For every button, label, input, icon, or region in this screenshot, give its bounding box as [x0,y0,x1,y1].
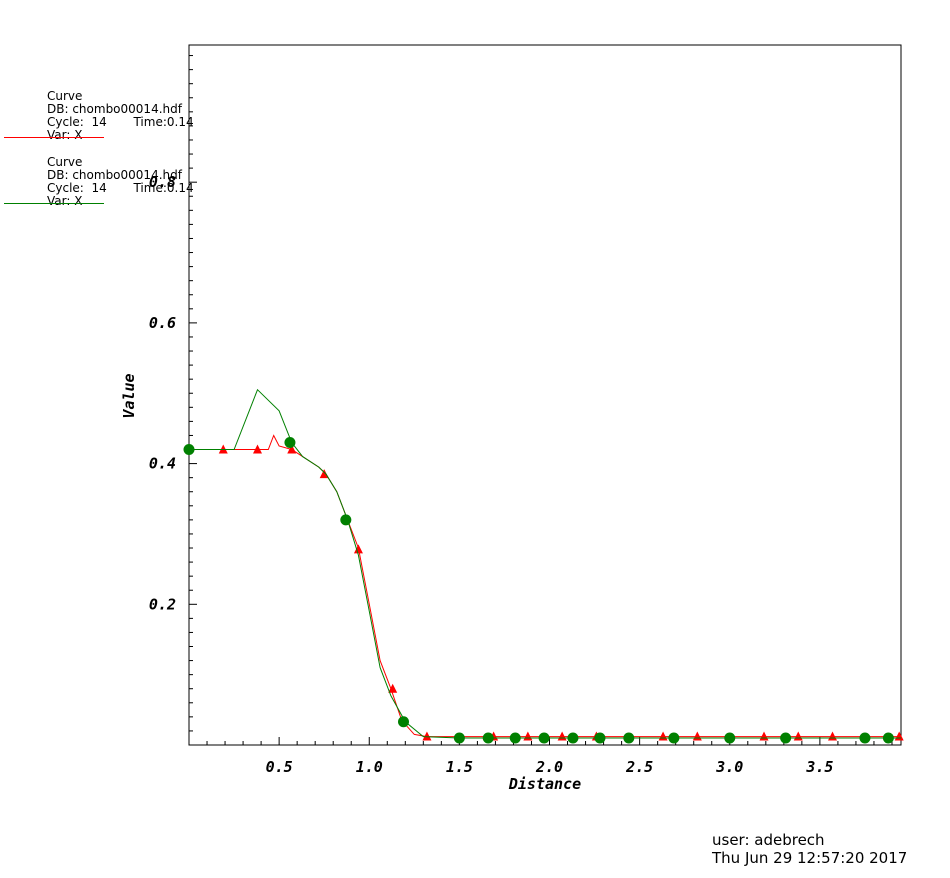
series-1-marker [658,731,668,741]
x-tick-label: 3.5 [805,758,833,776]
axis-ticks: 0.5 1.0 1.5 2.0 2.5 3.0 3.5 0.2 0.4 0.6 0.8 [149,55,893,776]
legend-db: DB: chombo00014.hdf [47,102,182,116]
series-1-marker [319,469,329,479]
x-axis-title: Distance [508,775,581,793]
series-2-marker [509,732,521,744]
legend-cycle-time: Cycle: 14 Time:0.14 [47,182,194,195]
series-2-marker [859,732,871,744]
series-2-marker [724,732,736,744]
series-1-marker [252,444,262,454]
legend-time: Time:0.14 [133,115,194,129]
series-layer [183,388,904,744]
legend-swatch-red [4,137,104,138]
y-tick-label: 0.6 [149,314,176,332]
series-line-2 [189,388,901,739]
series-1-marker [523,731,533,741]
legend-cycle: Cycle: 14 [47,181,107,195]
legend-cycle-time: Cycle: 14 Time:0.14 [47,116,194,129]
x-tick-label: 2.5 [625,758,653,776]
user-label: user: adebrech [712,831,825,849]
series-1-marker [692,731,702,741]
x-tick-label: 3.0 [715,758,743,776]
x-tick-label: 1.0 [356,758,383,776]
y-axis-title: Value [120,373,138,418]
series-2-marker [594,732,606,744]
series-1-marker [353,544,363,554]
legend-title: Curve [47,89,83,103]
series-1-marker [793,731,803,741]
series-1-marker [894,731,904,741]
series-1-marker [759,731,769,741]
series-2-marker [340,514,352,526]
plot-frame [188,44,902,746]
x-tick-label: 0.5 [266,758,293,776]
legend-cycle: Cycle: 14 [47,115,107,129]
series-1-marker [557,731,567,741]
series-2-marker [453,732,465,744]
x-tick-label: 2.0 [535,758,563,776]
x-tick-label: 1.5 [446,758,473,776]
y-tick-label: 0.4 [149,455,176,473]
series-2-marker [623,732,635,744]
legend-db: DB: chombo00014.hdf [47,168,182,182]
legend-var: Var: X [47,128,83,142]
series-2-marker [183,444,195,456]
legend-entry-1: Curve DB: chombo00014.hdf Cycle: 14 Time… [47,90,194,142]
series-2-marker [882,732,894,744]
series-2-marker [398,716,410,728]
series-1-marker [287,444,297,454]
legend-entry-2: Curve DB: chombo00014.hdf Cycle: 14 Time… [47,156,194,208]
legend-title: Curve [47,155,83,169]
date-label: Thu Jun 29 12:57:20 2017 [712,849,908,867]
legend-swatch-green [4,203,104,204]
series-1-marker [388,683,398,693]
series-line-1 [189,434,901,738]
series-1-marker [422,731,432,741]
series-1-marker [828,731,838,741]
series-2-marker [567,732,579,744]
series-2-marker [482,732,494,744]
y-tick-label: 0.2 [149,595,176,613]
series-2-marker [284,436,296,448]
series-2-marker [538,732,550,744]
legend-time: Time:0.14 [133,181,194,195]
series-2-marker [668,732,680,744]
y-tick-label: 0.8 [149,173,176,191]
legend-var: Var: X [47,194,83,208]
series-2-marker [780,732,792,744]
